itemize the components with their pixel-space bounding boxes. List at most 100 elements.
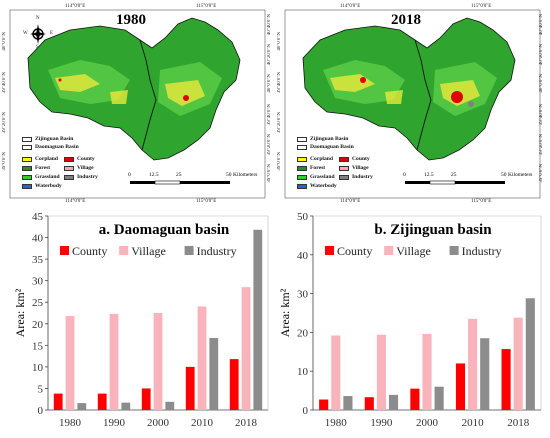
bottom-coord: 115°0'0"E xyxy=(471,199,492,204)
bar-village xyxy=(197,306,207,410)
bar-village xyxy=(65,316,75,410)
basin-divider xyxy=(414,39,432,151)
bar-county xyxy=(501,349,511,410)
bar-industry xyxy=(253,229,263,410)
county-patch xyxy=(360,77,366,83)
bar-industry xyxy=(77,403,87,410)
bar-village xyxy=(331,335,341,410)
right-coord: 40°40'0"N xyxy=(267,14,272,36)
scale-bar: 0 12.5 25 50 Kilometers xyxy=(403,170,532,190)
left-coord: 39°20'0"N xyxy=(277,112,282,134)
basin-map-2018 xyxy=(284,9,541,199)
right-coord: 40°0'0"N xyxy=(267,74,272,93)
y-tick-label: 25 xyxy=(32,297,44,309)
chart-svg: 0 5 10 15 20 25 30 35 40 45 Area: km² a. Daomaguan … xyxy=(13,211,269,429)
legend-label: County xyxy=(337,244,372,258)
y-tick-label: 20 xyxy=(297,327,309,339)
county-patch xyxy=(183,95,189,101)
scale-bar: 0 12.5 25 50 Kilometers xyxy=(128,170,257,190)
right-coord: 39°40'0"N xyxy=(539,104,544,126)
y-tick-label: 30 xyxy=(297,289,309,301)
map-title: 1980 xyxy=(116,12,146,28)
right-coord: 39°0'0"N xyxy=(267,164,272,183)
bar-industry xyxy=(121,402,131,410)
x-tick-label: 1980 xyxy=(325,417,348,429)
right-coord: 40°20'0"N xyxy=(267,44,272,66)
bar-industry xyxy=(434,386,444,410)
right-coord: 39°20'0"N xyxy=(267,134,272,156)
bar-county xyxy=(410,388,420,410)
x-tick-label: 1980 xyxy=(59,417,82,429)
y-tick-label: 10 xyxy=(32,362,44,374)
bar-chart-daomaguan: 0 5 10 15 20 25 30 35 40 45 Area: km² a. Daomaguan … xyxy=(0,210,275,438)
bar-county xyxy=(53,393,63,410)
y-tick-label: 40 xyxy=(32,233,44,245)
chart-title: b. Zijinguan basin xyxy=(374,222,492,238)
y-tick-label: 45 xyxy=(32,211,44,223)
left-coord: 39°0'0"N xyxy=(277,152,282,171)
y-axis-label: Area: km² xyxy=(13,288,27,337)
bar-county xyxy=(229,359,239,410)
bar-village xyxy=(468,318,478,410)
y-tick-label: 35 xyxy=(32,254,44,266)
y-tick-label: 15 xyxy=(32,340,44,352)
bar-county xyxy=(185,366,195,410)
bar-village xyxy=(513,317,523,410)
bar-county xyxy=(141,388,151,410)
left-coord: 40°0'0"N xyxy=(2,32,7,51)
right-coord: 40°0'0"N xyxy=(539,74,544,93)
right-coord: 40°20'0"N xyxy=(539,44,544,66)
north-label: N xyxy=(36,16,40,21)
bar-chart-zijinguan: 0 10 20 30 40 50 Area: km² b. Zijinguan basin Co… xyxy=(275,210,550,438)
bar-industry xyxy=(343,396,353,410)
chart-title: a. Daomaguan basin xyxy=(99,222,230,238)
east-label: E xyxy=(50,31,54,36)
x-tick-label: 1990 xyxy=(370,417,393,429)
bar-county xyxy=(364,397,374,410)
top-coord: 114°0'0"E xyxy=(65,4,86,9)
top-coord: 115°0'0"E xyxy=(471,4,492,9)
right-coord: 40°40'0"N xyxy=(539,14,544,36)
left-coord: 39°40'0"N xyxy=(2,72,7,94)
y-tick-label: 5 xyxy=(38,383,44,395)
y-tick-label: 0 xyxy=(38,405,44,417)
legend-label: Industry xyxy=(197,244,237,258)
left-coord: 40°0'0"N xyxy=(277,32,282,51)
bar-industry xyxy=(525,298,535,410)
map-panel-2018: 2018 114°0'0"E 115°0'0"E 114°0'0"E 115°0… xyxy=(275,0,550,206)
basin-shape xyxy=(302,17,516,161)
right-coord: 39°20'0"N xyxy=(539,134,544,156)
y-tick-label: 50 xyxy=(297,211,309,223)
x-tick-label: 2010 xyxy=(462,417,485,429)
left-coord: 39°20'0"N xyxy=(2,112,7,134)
legend-swatch xyxy=(449,246,459,255)
west-label: W xyxy=(23,31,28,36)
bottom-coord: 114°0'0"E xyxy=(340,199,361,204)
legend-label: Industry xyxy=(462,244,502,258)
y-axis-label: Area: km² xyxy=(278,288,292,337)
x-tick-label: 1990 xyxy=(103,417,126,429)
bar-industry xyxy=(388,394,399,410)
bar-county xyxy=(97,393,107,410)
bar-industry xyxy=(165,401,175,410)
bar-industry xyxy=(480,338,490,410)
map-legend: Zijinguan Basin Daomaguan Basin Corpland… xyxy=(22,136,112,196)
legend-swatch xyxy=(384,246,394,255)
y-tick-label: 30 xyxy=(32,276,44,288)
map-title: 2018 xyxy=(391,12,421,28)
cropland-patches xyxy=(330,74,480,106)
bar-village xyxy=(153,313,163,410)
county-patch xyxy=(451,91,463,103)
map-panel-1980: 1980 N S W E 114°0'0"E 115°0'0"E 114°0'0… xyxy=(0,0,275,206)
south-label: S xyxy=(36,45,39,50)
left-coord: 39°40'0"N xyxy=(277,72,282,94)
legend-swatch xyxy=(119,246,129,255)
x-tick-label: 2000 xyxy=(147,417,170,429)
bar-county xyxy=(319,399,329,410)
bar-village xyxy=(422,333,432,410)
map-legend: Zijinguan Basin Daomaguan Basin Corpland… xyxy=(297,136,387,196)
cropland-patches xyxy=(55,74,205,106)
bar-village xyxy=(376,334,386,410)
top-coord: 115°0'0"E xyxy=(196,4,217,9)
legend-label: County xyxy=(72,244,107,258)
